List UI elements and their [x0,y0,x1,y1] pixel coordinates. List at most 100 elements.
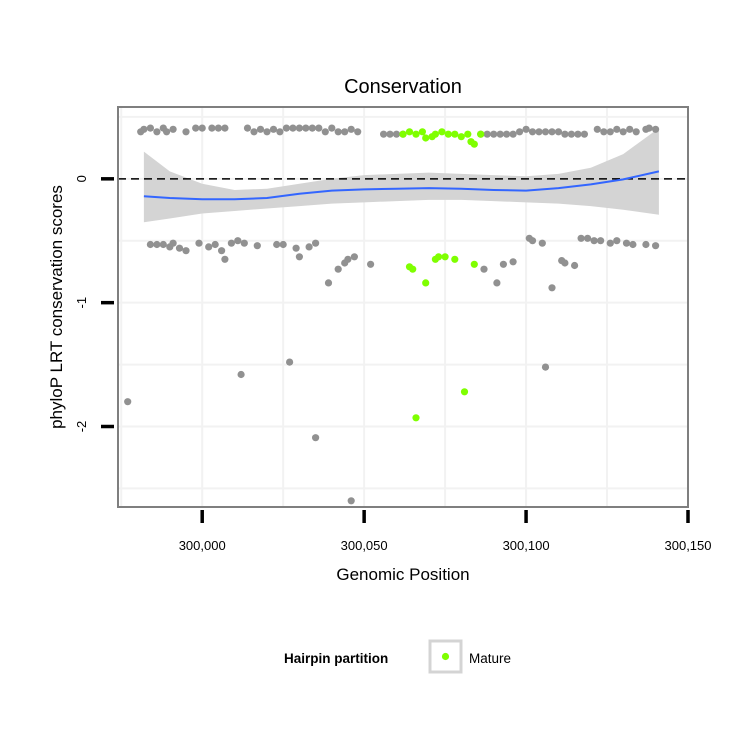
data-point [350,253,358,261]
data-point [250,128,258,136]
data-point [169,125,177,133]
x-tick-label: 300,050 [341,538,388,553]
data-point [146,240,154,249]
data-point [561,259,569,267]
data-point-mature [409,265,417,273]
data-point [380,130,388,138]
data-point [292,244,300,252]
y-tick-label: 0 [74,175,89,182]
data-point [295,253,303,261]
data-point-mature [444,130,452,138]
data-point [205,243,213,251]
data-point [211,240,219,249]
data-point [392,130,401,138]
data-point [227,239,235,247]
data-point [237,370,245,379]
data-point-mature [422,279,430,287]
data-point [286,358,294,366]
y-axis-label: phyloP LRT conservation scores [47,185,66,429]
data-point [341,128,349,136]
data-point [528,128,537,136]
data-point [273,240,281,249]
chart-title: Conservation [344,76,462,98]
data-point [208,124,216,132]
data-point [282,124,290,132]
data-point [354,128,362,136]
data-point [548,128,556,136]
data-point [574,130,582,138]
data-points-layer [124,124,660,505]
y-tick-label: -1 [74,297,89,309]
data-point [503,130,511,138]
data-point [632,128,640,136]
data-point [528,237,537,245]
data-point-mature [470,140,478,148]
data-point [269,125,278,133]
x-axis: 300,000 300,050 300,100 300,150 [179,510,712,553]
data-point [221,255,229,263]
data-point [597,237,605,245]
data-point [192,124,200,132]
data-point [590,237,598,245]
x-tick-label: 300,000 [179,538,226,553]
data-point [541,128,550,136]
data-point [652,125,660,133]
data-point [347,497,355,505]
data-point [243,124,252,132]
data-point [571,261,579,270]
data-point [499,260,507,268]
data-point [483,130,491,138]
data-point [182,128,190,136]
data-point [153,240,161,249]
x-tick-label: 300,100 [503,538,550,553]
data-point [308,124,316,132]
data-point [321,128,329,136]
x-tick-label: 300,150 [665,538,712,553]
data-point [516,128,524,136]
data-point [606,128,614,136]
data-point [606,239,614,247]
data-point [214,124,222,132]
data-point [522,125,530,133]
legend-entry-mature: Mature [469,651,511,666]
data-point [328,124,336,132]
data-point [538,239,546,247]
data-point-mature [399,130,407,138]
data-point [652,242,660,250]
data-point [175,244,184,252]
confidence-ribbon [143,128,659,223]
data-point [221,124,229,132]
panel-border-layer [117,106,689,508]
data-point [629,240,637,249]
data-point [289,124,297,132]
data-point [324,279,333,287]
data-point [153,128,161,136]
data-point-mature [457,133,465,141]
y-tick-label: -2 [74,421,89,433]
data-point [312,434,320,442]
data-point [305,243,313,251]
data-point [182,247,190,255]
data-point [276,128,284,136]
data-point-mature [405,128,414,136]
data-point-mature [464,130,472,138]
confidence-ribbon-layer [143,128,659,223]
data-point [509,258,517,266]
data-point [315,124,323,132]
smooth-line-layer [143,170,660,201]
data-point [344,255,352,263]
data-point [535,128,543,136]
data-point-mature [470,260,478,268]
data-point-mature [412,130,420,138]
data-point [234,237,242,245]
data-point [159,240,167,249]
x-axis-label: Genomic Position [336,565,469,584]
data-point [577,234,585,242]
data-point-mature [451,255,459,263]
data-point [580,130,589,138]
data-point [334,128,342,136]
legend-key-point [441,652,450,661]
data-point [567,130,576,138]
data-point [146,124,154,132]
data-point-mature [438,128,446,136]
